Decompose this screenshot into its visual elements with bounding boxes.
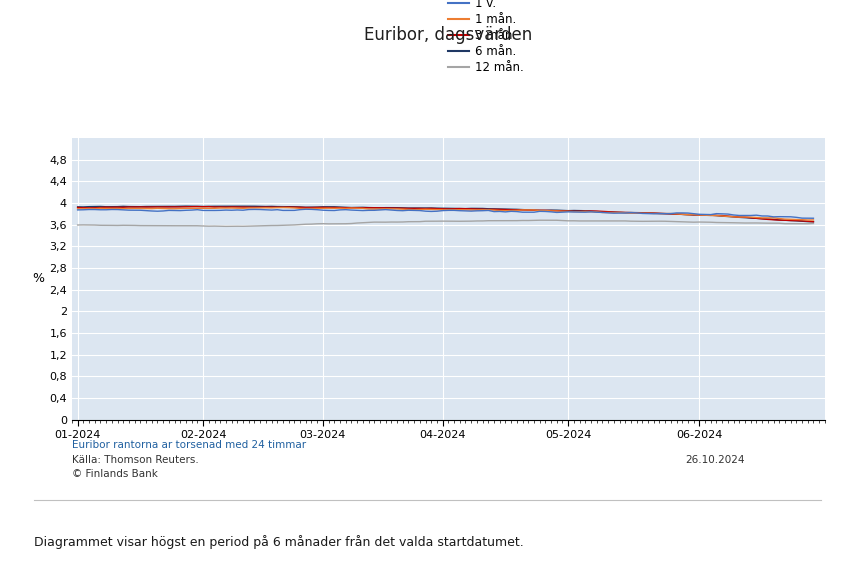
Y-axis label: %: % <box>32 273 44 285</box>
Text: Euribor rantorna ar torsenad med 24 timmar: Euribor rantorna ar torsenad med 24 timm… <box>72 440 306 450</box>
Legend: 1 v., 1 mån., 3 mån., 6 mån., 12 mån.: 1 v., 1 mån., 3 mån., 6 mån., 12 mån. <box>448 0 524 74</box>
Text: Källa: Thomson Reuters.: Källa: Thomson Reuters. <box>72 455 199 465</box>
Text: Diagrammet visar högst en period på 6 månader från det valda startdatumet.: Diagrammet visar högst en period på 6 må… <box>34 535 524 549</box>
Text: Euribor, dagsvärden: Euribor, dagsvärden <box>365 26 532 44</box>
Text: © Finlands Bank: © Finlands Bank <box>72 469 158 479</box>
Text: 26.10.2024: 26.10.2024 <box>685 455 744 465</box>
